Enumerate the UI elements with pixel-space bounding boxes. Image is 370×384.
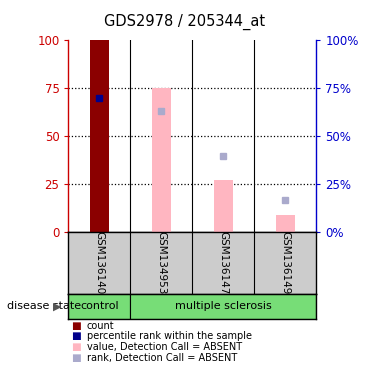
- Bar: [90, 40, 109, 232]
- Bar: [68, 294, 131, 319]
- Text: GDS2978 / 205344_at: GDS2978 / 205344_at: [104, 13, 266, 30]
- Text: GSM134953: GSM134953: [157, 231, 166, 295]
- Text: ■: ■: [71, 321, 81, 331]
- Text: GSM136140: GSM136140: [94, 232, 104, 295]
- Bar: [214, 180, 233, 232]
- Text: ■: ■: [71, 353, 81, 363]
- Text: rank, Detection Call = ABSENT: rank, Detection Call = ABSENT: [87, 353, 237, 363]
- Text: value, Detection Call = ABSENT: value, Detection Call = ABSENT: [87, 342, 242, 352]
- Text: GSM136149: GSM136149: [280, 231, 290, 295]
- Text: ▶: ▶: [53, 301, 61, 311]
- Text: percentile rank within the sample: percentile rank within the sample: [87, 331, 252, 341]
- Text: control: control: [80, 301, 119, 311]
- Text: disease state: disease state: [7, 301, 81, 311]
- Bar: [276, 215, 295, 232]
- Text: GSM136147: GSM136147: [218, 231, 228, 295]
- Bar: [131, 294, 316, 319]
- Bar: [152, 88, 171, 232]
- Text: ■: ■: [71, 342, 81, 352]
- Text: count: count: [87, 321, 115, 331]
- Text: multiple sclerosis: multiple sclerosis: [175, 301, 272, 311]
- Text: ■: ■: [71, 331, 81, 341]
